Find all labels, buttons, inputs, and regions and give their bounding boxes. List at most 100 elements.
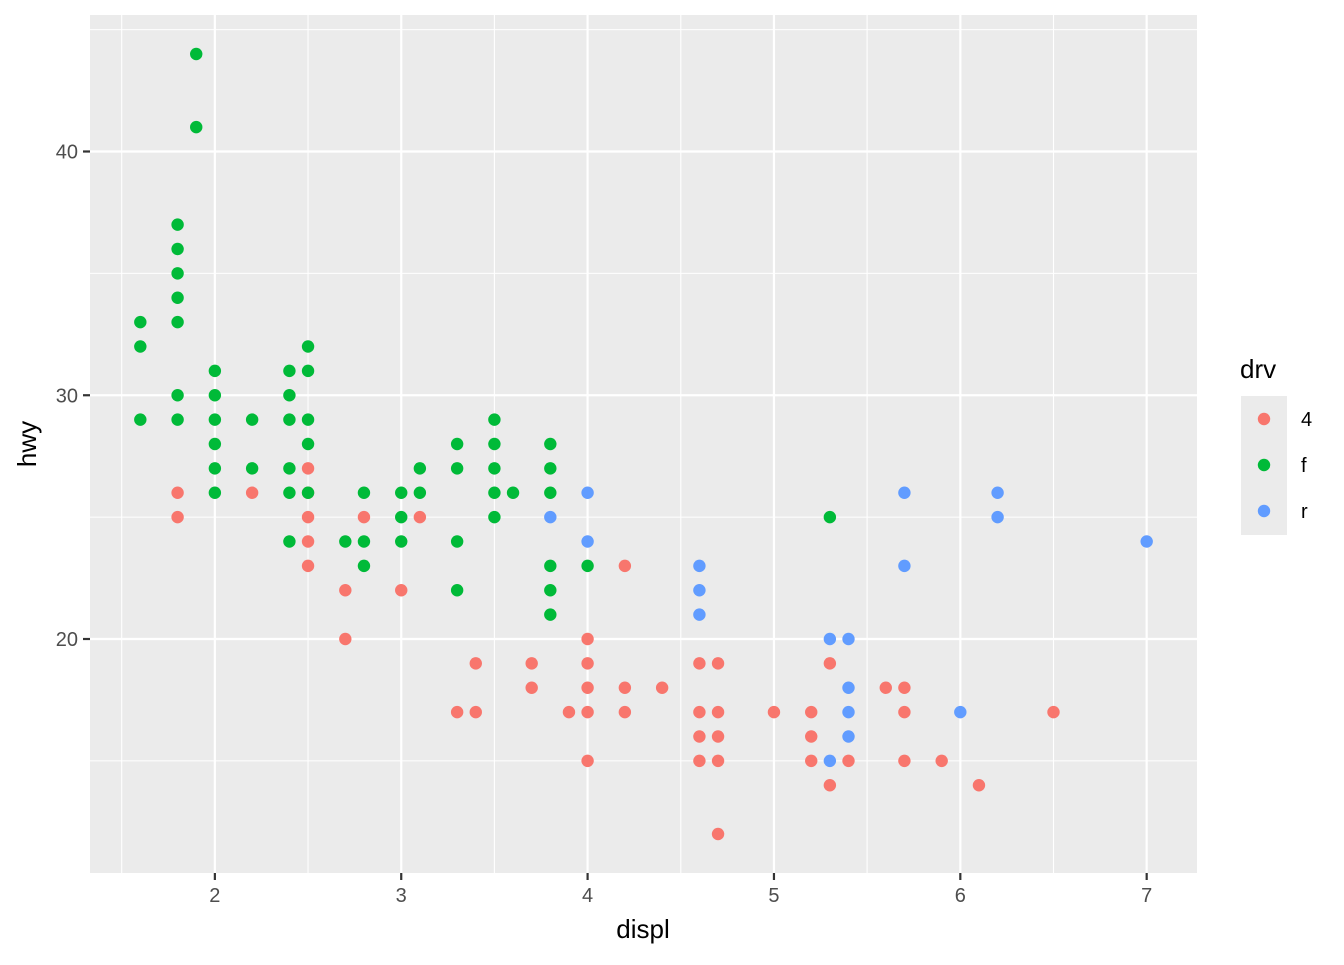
- data-point-4: [525, 657, 538, 670]
- data-point-f: [488, 462, 501, 475]
- data-point-4: [879, 681, 892, 694]
- data-point-r: [581, 535, 594, 548]
- x-tick-label: 4: [582, 885, 593, 907]
- data-point-f: [171, 291, 184, 304]
- data-point-4: [972, 779, 986, 792]
- data-point-f: [357, 559, 371, 573]
- data-point-f: [134, 340, 147, 353]
- data-point-f: [208, 462, 222, 475]
- data-point-4: [898, 754, 911, 768]
- legend-label-r: r: [1301, 501, 1308, 523]
- legend: drv 4 f r: [1240, 354, 1312, 535]
- legend-key-r: [1257, 504, 1271, 518]
- data-point-r: [842, 681, 855, 694]
- data-point-f: [283, 364, 296, 378]
- data-point-f: [190, 47, 203, 61]
- data-point-4: [767, 705, 781, 719]
- data-point-f: [357, 535, 371, 548]
- data-point-f: [208, 389, 222, 402]
- data-point-r: [1140, 535, 1153, 548]
- data-point-4: [413, 510, 427, 524]
- data-point-f: [450, 437, 464, 451]
- data-points: [134, 47, 1153, 841]
- data-point-f: [283, 389, 296, 402]
- data-point-f: [171, 315, 184, 329]
- panel-background: [90, 15, 1197, 873]
- data-point-4: [469, 705, 482, 719]
- data-point-f: [301, 364, 315, 378]
- data-point-4: [711, 754, 725, 768]
- data-point-4: [693, 754, 706, 768]
- data-point-f: [283, 462, 296, 475]
- data-point-4: [171, 486, 184, 499]
- data-point-f: [488, 437, 501, 451]
- data-point-4: [469, 657, 482, 670]
- data-point-r: [898, 559, 911, 573]
- data-point-4: [805, 730, 818, 743]
- data-point-f: [301, 413, 315, 426]
- data-point-f: [488, 510, 501, 524]
- x-axis: 2 3 4 5 6 7: [209, 873, 1152, 907]
- data-point-f: [544, 486, 557, 499]
- data-point-f: [450, 584, 464, 597]
- legend-label-f: f: [1301, 455, 1307, 477]
- data-point-4: [562, 705, 576, 719]
- data-point-r: [693, 559, 706, 573]
- data-point-r: [693, 584, 706, 597]
- y-axis: 20 30 40: [56, 142, 90, 651]
- minor-gridlines: [90, 15, 1197, 873]
- data-point-4: [805, 705, 818, 719]
- data-point-f: [544, 584, 557, 597]
- data-point-4: [1047, 705, 1060, 719]
- data-point-r: [842, 632, 855, 646]
- data-point-4: [339, 632, 352, 646]
- data-point-4: [171, 510, 184, 524]
- data-point-f: [301, 437, 315, 451]
- data-point-f: [208, 413, 222, 426]
- legend-key-4: [1257, 412, 1271, 426]
- data-point-f: [301, 340, 315, 353]
- data-point-f: [190, 120, 203, 134]
- data-point-f: [301, 486, 315, 499]
- data-point-4: [805, 754, 818, 768]
- data-point-4: [693, 730, 706, 743]
- data-point-4: [618, 681, 632, 694]
- data-point-f: [171, 267, 184, 280]
- data-point-f: [450, 535, 464, 548]
- data-point-4: [711, 705, 725, 719]
- data-point-4: [525, 681, 538, 694]
- data-point-f: [544, 462, 557, 475]
- data-point-4: [581, 657, 594, 670]
- y-axis-title: hwy: [12, 421, 42, 467]
- data-point-4: [693, 705, 706, 719]
- data-point-4: [842, 754, 855, 768]
- data-point-4: [693, 657, 706, 670]
- data-point-4: [301, 559, 315, 573]
- data-point-r: [898, 486, 911, 499]
- data-point-4: [581, 754, 594, 768]
- data-point-f: [413, 462, 427, 475]
- data-point-f: [245, 413, 259, 426]
- data-point-r: [823, 754, 837, 768]
- data-point-f: [171, 413, 184, 426]
- data-point-4: [339, 584, 352, 597]
- data-point-4: [581, 705, 594, 719]
- data-point-f: [488, 486, 501, 499]
- data-point-r: [991, 486, 1004, 499]
- x-tick-label: 3: [396, 885, 407, 907]
- data-point-4: [935, 754, 948, 768]
- data-point-r: [581, 486, 594, 499]
- data-point-f: [134, 413, 147, 426]
- data-point-4: [618, 705, 632, 719]
- x-tick-label: 2: [209, 885, 220, 907]
- data-point-f: [357, 486, 371, 499]
- data-point-f: [544, 608, 557, 621]
- data-point-r: [842, 730, 855, 743]
- data-point-4: [301, 510, 315, 524]
- data-point-f: [245, 462, 259, 475]
- data-point-4: [301, 462, 315, 475]
- data-point-f: [283, 535, 296, 548]
- data-point-4: [898, 705, 911, 719]
- legend-key-f: [1257, 458, 1271, 472]
- data-point-4: [581, 681, 594, 694]
